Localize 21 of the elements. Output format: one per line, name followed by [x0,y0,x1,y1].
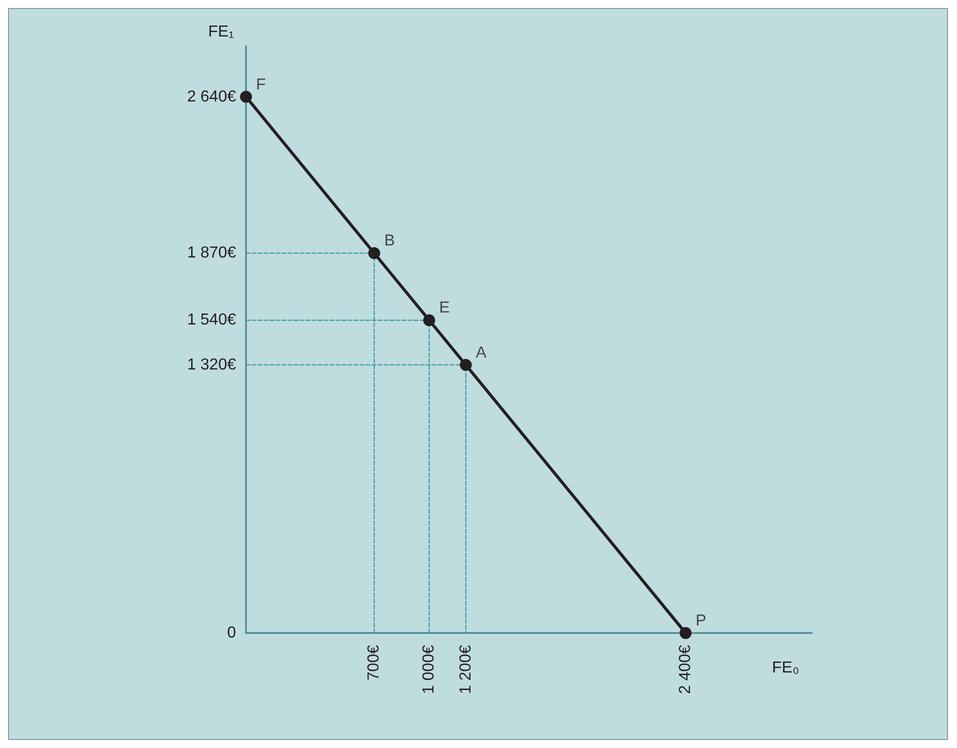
annotation: B [384,232,395,250]
x-tick-label: 1 000€ [420,644,438,694]
point [240,90,252,103]
y-tick-label: 1 320€ [187,356,236,374]
point [460,358,472,371]
y-tick-label: 0 [227,624,236,642]
y-tick-label: 1 870€ [187,244,236,262]
x-axis-title: FE₀ [772,660,800,676]
annotation: A [476,344,487,362]
x-tick-label: 1 200€ [457,644,474,694]
x-tick-label: 700€ [366,644,383,681]
x-tick-label: 2 400€ [677,644,694,694]
point [680,627,692,639]
annotation: P [696,612,706,630]
annotation: F [256,76,266,94]
y-tick-label: 2 640€ [187,88,236,106]
annotation: E [439,300,450,317]
point [423,314,436,326]
point [368,247,380,260]
y-tick-label: 1 540€ [187,312,236,329]
y-axis-title: FE₁ [208,24,234,40]
